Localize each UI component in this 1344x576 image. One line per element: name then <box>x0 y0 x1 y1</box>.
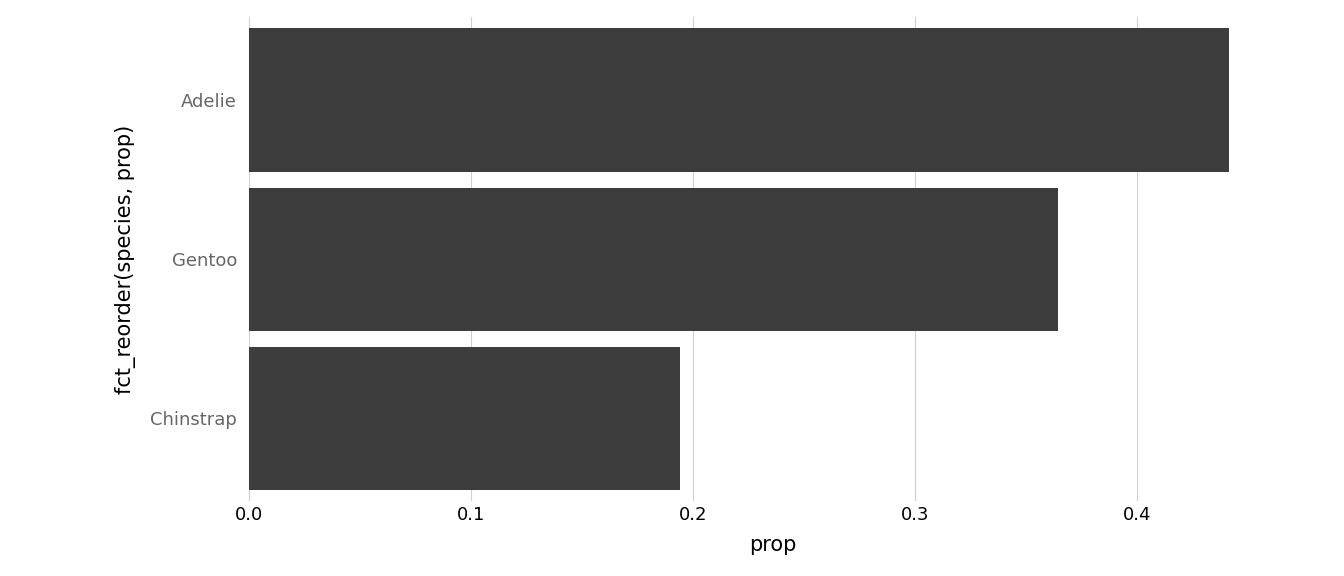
Y-axis label: fct_reorder(species, prop): fct_reorder(species, prop) <box>116 124 136 394</box>
Bar <box>249 28 1230 172</box>
Bar <box>249 347 680 490</box>
X-axis label: prop: prop <box>749 535 797 555</box>
Bar <box>249 188 1058 331</box>
